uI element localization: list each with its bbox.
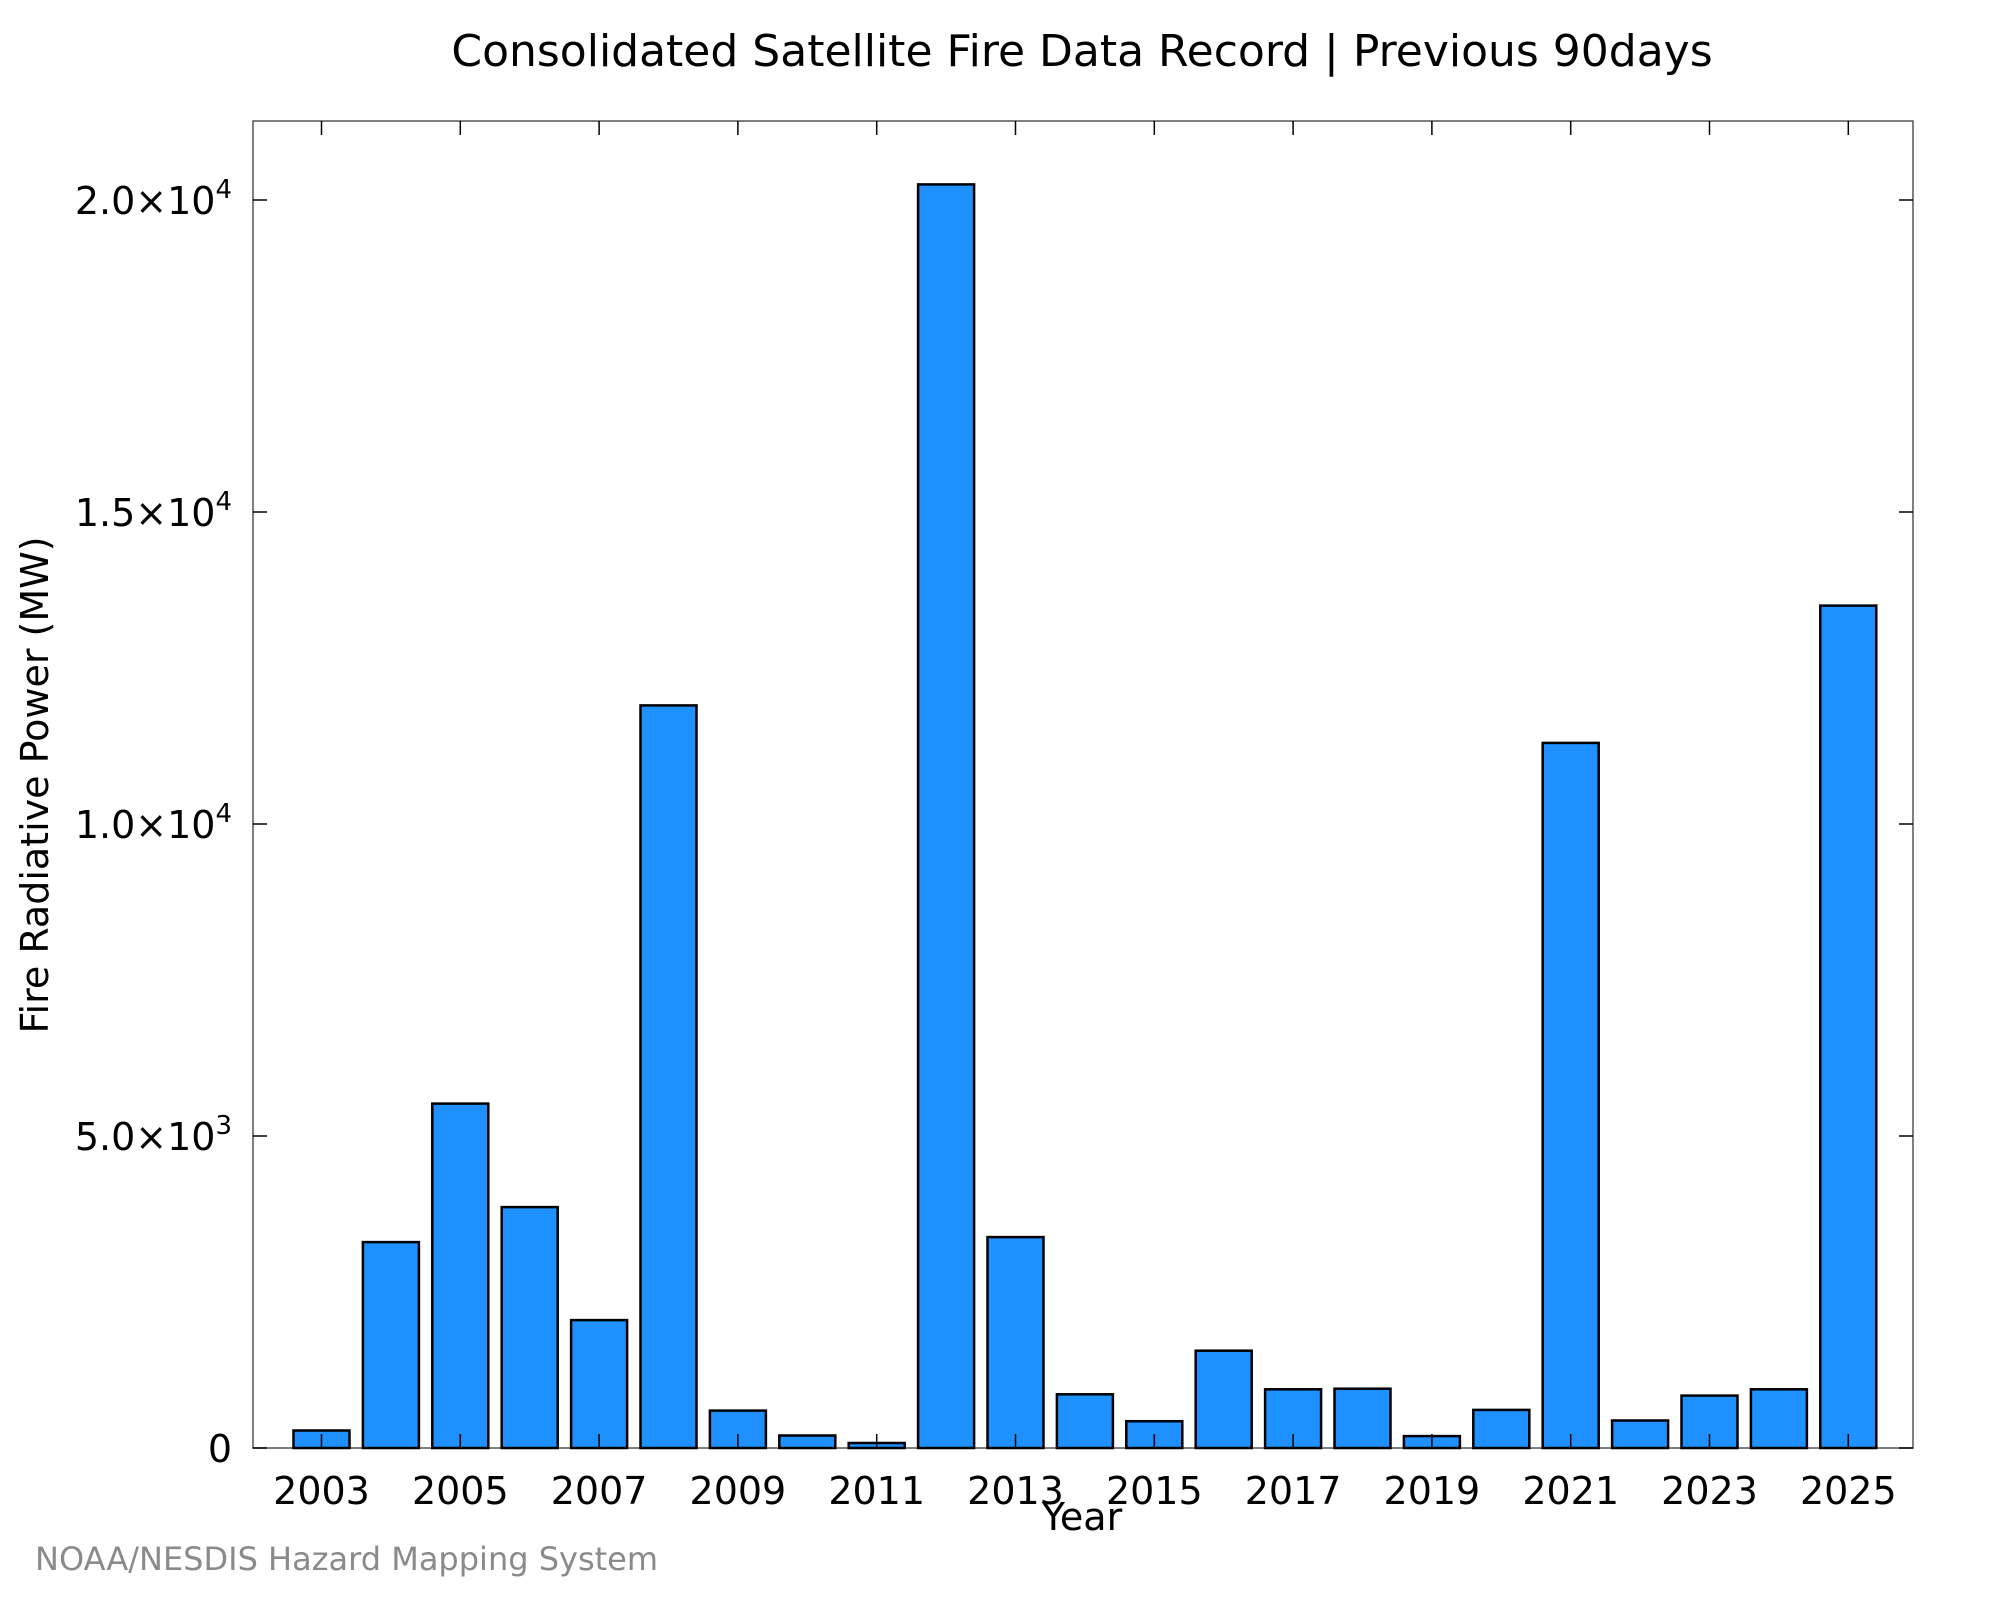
x-axis: 2003 2005 2007 2009 2011 2013 2015 2017 2019 2021… [273, 121, 1897, 1513]
x-tick-label-2005: 2005 [412, 1469, 509, 1513]
bar-2022 [1610, 1419, 1670, 1450]
bars-group [292, 183, 1878, 1450]
bar-2012 [916, 183, 976, 1450]
x-tick-label-2015: 2015 [1106, 1469, 1203, 1513]
x-tick-label-2013: 2013 [967, 1469, 1064, 1513]
bar-2025 [1819, 604, 1878, 1450]
bar-2004 [361, 1240, 421, 1450]
y-tick-label-10000: 1.0×104 [75, 799, 232, 847]
y-tick-label-20000: 2.0×104 [75, 175, 232, 223]
x-axis-label: Year [1041, 1495, 1123, 1539]
x-tick-label-2009: 2009 [690, 1469, 787, 1513]
y-axis-label: Fire Radiative Power (MW) [13, 536, 57, 1033]
bar-2005 [431, 1102, 490, 1450]
bar-2008 [639, 704, 698, 1450]
bar-2014 [1055, 1393, 1115, 1450]
y-tick-label-5000: 5.0×103 [75, 1111, 232, 1159]
x-tick-label-2019: 2019 [1384, 1469, 1481, 1513]
bar-2016 [1194, 1349, 1253, 1450]
bar-2024 [1749, 1388, 1809, 1450]
y-tick-label-15000: 1.5×104 [75, 487, 232, 535]
x-tick-label-2011: 2011 [828, 1469, 925, 1513]
bar-2018 [1333, 1387, 1392, 1450]
x-tick-label-2017: 2017 [1245, 1469, 1342, 1513]
credit-text: NOAA/NESDIS Hazard Mapping System [35, 1540, 658, 1578]
y-tick-label-0: 0 [208, 1427, 232, 1471]
chart-title: Consolidated Satellite Fire Data Record … [451, 26, 1712, 77]
bar-2010 [778, 1434, 837, 1450]
x-tick-label-2023: 2023 [1661, 1469, 1758, 1513]
x-tick-label-2021: 2021 [1522, 1469, 1619, 1513]
bar-2006 [500, 1205, 559, 1450]
bar-2007 [569, 1318, 629, 1450]
y-axis: 0 5.0×103 1.0×104 1.5×104 2.0×104 [75, 175, 1913, 1471]
bar-2020 [1472, 1408, 1531, 1450]
x-tick-label-2007: 2007 [551, 1469, 648, 1513]
bar-2013 [986, 1235, 1045, 1450]
x-tick-label-2025: 2025 [1800, 1469, 1897, 1513]
x-tick-label-2003: 2003 [273, 1469, 370, 1513]
bar-2021 [1541, 741, 1600, 1450]
